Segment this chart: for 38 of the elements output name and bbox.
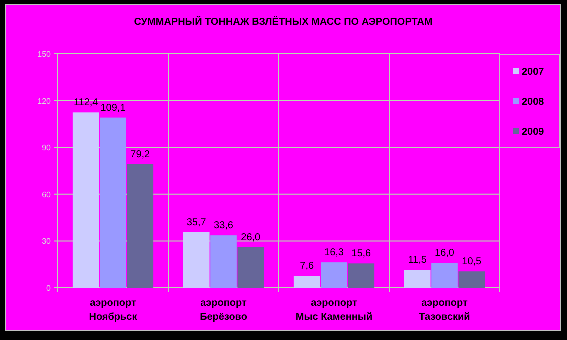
- bar: [127, 164, 154, 288]
- bar: [183, 232, 210, 288]
- bar: [72, 112, 100, 288]
- data-label: 11,5: [408, 255, 428, 266]
- legend-label: 2007: [522, 67, 545, 78]
- y-tick-label: 60: [42, 190, 52, 200]
- bar: [294, 276, 320, 288]
- data-label: 79,2: [130, 149, 151, 160]
- x-tick-label: аэропорт Тазовский: [419, 298, 470, 323]
- bar: [100, 118, 126, 288]
- x-tick-label: аэропорт Ноябрьск: [89, 298, 138, 323]
- data-label: 33,6: [214, 220, 234, 232]
- data-label: 109,1: [100, 102, 126, 114]
- bar: [238, 247, 264, 288]
- data-label: 7,6: [300, 261, 314, 272]
- bar: [458, 272, 486, 288]
- bar: [321, 262, 348, 288]
- data-label: 10,5: [462, 256, 482, 268]
- data-label: 16,3: [324, 248, 344, 259]
- y-tick-label: 120: [38, 96, 52, 106]
- x-tick-label: аэропорт Мыс Каменный: [296, 298, 373, 323]
- x-tick-label: аэропорт Берёзово: [200, 298, 248, 323]
- y-tick-label: 150: [38, 50, 52, 59]
- data-label: 16,0: [435, 248, 455, 260]
- bar: [432, 263, 458, 288]
- data-label: 15,6: [352, 248, 372, 260]
- bar: [348, 264, 375, 288]
- legend-label: 2009: [522, 127, 545, 138]
- data-label: 26,0: [241, 232, 262, 244]
- data-label: 112,4: [74, 98, 99, 109]
- bar: [210, 236, 237, 288]
- y-tick-label: 90: [42, 144, 52, 153]
- y-tick-label: 30: [42, 237, 52, 246]
- bar: [404, 270, 431, 288]
- chart-title: СУММАРНЫЙ ТОННАЖ ВЗЛЁТНЫХ МАСС ПО АЭРОПОРТАМ: [134, 15, 433, 28]
- data-label: 35,7: [186, 217, 207, 228]
- legend-label: 2008: [522, 97, 545, 108]
- y-tick-label: 0: [46, 284, 52, 293]
